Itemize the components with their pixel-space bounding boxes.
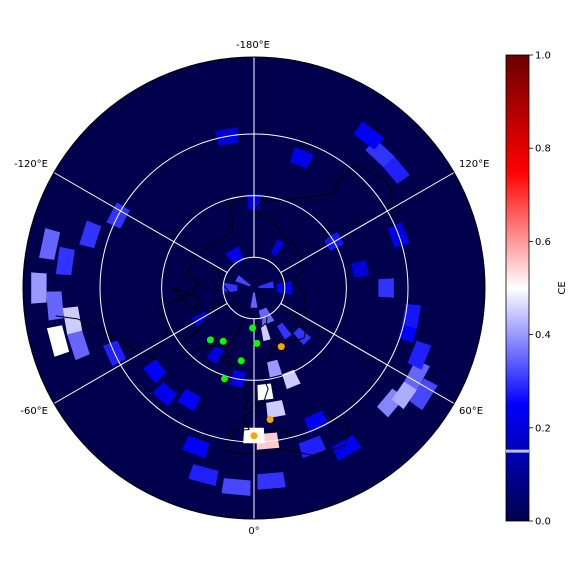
ce-cell — [79, 220, 102, 249]
ce-cell — [266, 400, 286, 419]
colorbar-label: CE — [557, 281, 568, 294]
lon-label-180: -180°E — [236, 40, 270, 51]
ce-cell — [293, 327, 311, 345]
coastline — [292, 306, 302, 328]
station-marker — [206, 336, 214, 344]
lon-label-60e: 60°E — [459, 406, 483, 417]
ce-cell — [331, 434, 362, 461]
colorbar-tick-label: 0.4 — [535, 330, 551, 341]
coastline — [253, 164, 394, 212]
graticule-layer — [53, 57, 455, 519]
ce-cell — [304, 410, 330, 434]
map-boundary — [22, 56, 486, 520]
meridian-line — [53, 302, 228, 404]
meridian-line — [280, 302, 455, 404]
colorbar: 1.0 0.8 0.6 0.4 0.2 0.0 CE — [505, 51, 568, 528]
colorbar-tick-label: 0.2 — [535, 423, 551, 434]
colorbar-tick-label: 0.6 — [535, 237, 551, 248]
ce-cell — [182, 435, 210, 459]
station-marker — [249, 324, 257, 332]
coastline — [173, 287, 201, 310]
station-marker — [266, 416, 274, 423]
colorbar-tick-label: 0.0 — [535, 517, 551, 528]
ce-cell — [31, 272, 47, 304]
ce-cell — [290, 147, 314, 169]
ce-cell — [260, 324, 271, 342]
colorbar-tick-label: 1.0 — [535, 51, 551, 62]
ce-cell — [409, 378, 438, 411]
ce-cells-layer — [31, 121, 438, 496]
ce-cell — [62, 306, 83, 335]
ce-cell — [257, 383, 274, 401]
coastline — [210, 263, 231, 293]
ce-cell — [407, 340, 432, 370]
ce-cell — [353, 121, 385, 150]
ce-cell — [188, 464, 219, 486]
ce-cell — [257, 472, 286, 490]
colorbar-ticks: 1.0 0.8 0.6 0.4 0.2 0.0 — [529, 51, 551, 528]
ce-cell — [250, 292, 258, 308]
ce-cell — [378, 278, 394, 298]
ce-cell — [55, 246, 75, 276]
ce-cell — [206, 345, 224, 365]
colorbar-gradient — [505, 54, 530, 522]
ce-cell — [39, 228, 61, 260]
map-area[interactable] — [22, 56, 486, 520]
coastlines-layer — [55, 164, 394, 457]
ce-cell — [67, 330, 90, 361]
ce-cell — [46, 291, 64, 321]
station-marker — [219, 337, 227, 345]
ce-cell — [298, 435, 326, 459]
lon-label-120w: -120°E — [14, 159, 48, 170]
lon-label-60w: -60°E — [20, 406, 48, 417]
coastline — [225, 418, 350, 457]
ce-cell — [177, 388, 201, 412]
ce-cell — [46, 325, 70, 357]
ce-cell — [152, 382, 178, 407]
ce-cell — [222, 282, 238, 294]
ce-cell — [276, 281, 292, 295]
station-marker — [253, 339, 261, 347]
station-marker — [277, 343, 285, 351]
meridian-line — [280, 172, 455, 274]
ce-cell — [258, 281, 274, 288]
coastline — [221, 355, 237, 367]
coastline — [55, 198, 234, 360]
ce-cell — [277, 322, 292, 340]
meridian-line — [53, 172, 228, 274]
ce-cell — [267, 359, 283, 378]
coastline — [224, 210, 308, 452]
longitude-labels: -180°E 120°E 60°E 0° -60°E -120°E — [14, 40, 489, 537]
ce-cell — [235, 275, 251, 287]
station-marker — [237, 357, 245, 365]
map-disc-background — [23, 57, 485, 519]
ce-cell — [404, 360, 430, 390]
station-marker — [250, 432, 258, 440]
station-marker — [221, 375, 228, 383]
ce-cell — [143, 359, 167, 384]
lon-label-120e: 120°E — [459, 159, 489, 170]
ce-cell — [351, 260, 369, 278]
colorbar-tick-label: 0.8 — [535, 144, 551, 155]
coastline — [177, 300, 246, 354]
lon-label-0: 0° — [248, 526, 259, 537]
ce-cell — [221, 478, 251, 496]
ce-cell — [270, 239, 285, 257]
station-markers-layer — [206, 324, 285, 440]
